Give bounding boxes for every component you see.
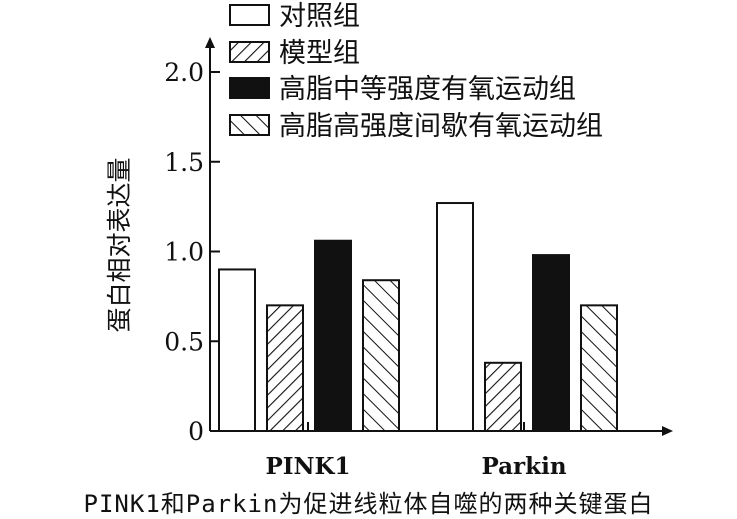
bar-chart: 蛋白相对表达量 0 0.5 1.0 1.5 2.0 PINK1 Parkin 对照组模型组… (105, 1, 673, 480)
legend-swatch (229, 4, 270, 26)
x-category-label: PINK1 (265, 453, 350, 480)
bar-pink1-series-3 (314, 239, 352, 432)
x-category-label: Parkin (481, 453, 566, 480)
legend-label: 对照组 (279, 1, 360, 32)
y-tick-label: 1.0 (164, 238, 204, 267)
bar-parkin-series-1 (436, 202, 474, 432)
legend-label: 模型组 (279, 38, 360, 69)
bar-parkin-series-2 (484, 361, 522, 433)
bar-pink1-series-1 (218, 268, 256, 433)
y-tick-label: 0.5 (164, 327, 204, 356)
legend-swatch (229, 41, 270, 63)
bar-pink1-series-2 (266, 304, 304, 433)
figure-caption: PINK1和Parkin为促进线粒体自噬的两种关键蛋白 (83, 490, 654, 518)
bar-parkin-series-3 (532, 254, 570, 432)
legend-label: 高脂中等强度有氧运动组 (279, 74, 576, 105)
legend-swatch (229, 77, 270, 99)
y-tick-label: 1.5 (164, 148, 204, 177)
y-tick-label: 2.0 (164, 58, 204, 87)
bar-parkin-series-4 (580, 304, 618, 433)
y-tick-label: 0 (188, 417, 204, 446)
legend-swatch (229, 114, 270, 136)
bar-pink1-series-4 (362, 279, 400, 432)
y-axis-label: 蛋白相对表达量 (105, 157, 134, 332)
legend-label: 高脂高强度间歇有氧运动组 (279, 111, 603, 142)
